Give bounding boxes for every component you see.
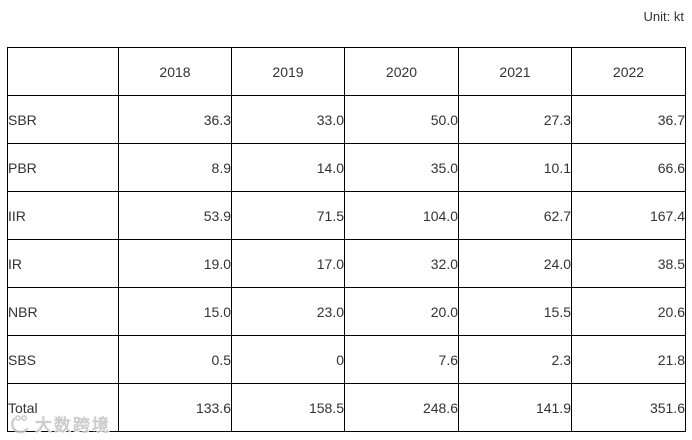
cell-value: 8.9 [118,143,232,192]
cell-value: 62.7 [458,191,572,240]
row-label: SBS [7,335,119,384]
cell-value: 20.0 [344,287,459,336]
cell-value: 21.8 [571,335,686,384]
cell-value: 14.0 [231,143,345,192]
unit-label: Unit: kt [643,9,684,24]
header-cell-2022: 2022 [571,47,686,96]
cell-value: 141.9 [458,383,572,432]
row-label: IIR [7,191,119,240]
cell-value: 35.0 [344,143,459,192]
cell-value: 248.6 [344,383,459,432]
header-row: 2018 2019 2020 2021 2022 [7,47,686,96]
header-cell-2021: 2021 [458,47,572,96]
table-row-iir: IIR 53.9 71.5 104.0 62.7 167.4 [7,191,686,240]
cell-value: 50.0 [344,95,459,144]
cell-value: 66.6 [571,143,686,192]
row-label: Total [7,383,119,432]
cell-value: 33.0 [231,95,345,144]
cell-value: 133.6 [118,383,232,432]
cell-value: 15.5 [458,287,572,336]
cell-value: 15.0 [118,287,232,336]
table-row-pbr: PBR 8.9 14.0 35.0 10.1 66.6 [7,143,686,192]
header-cell-2020: 2020 [344,47,459,96]
cell-value: 23.0 [231,287,345,336]
cell-value: 20.6 [571,287,686,336]
table-row-total: Total 133.6 158.5 248.6 141.9 351.6 [7,383,686,432]
cell-value: 158.5 [231,383,345,432]
cell-value: 36.3 [118,95,232,144]
cell-value: 53.9 [118,191,232,240]
cell-value: 36.7 [571,95,686,144]
cell-value: 104.0 [344,191,459,240]
cell-value: 24.0 [458,239,572,288]
row-label: PBR [7,143,119,192]
row-label: NBR [7,287,119,336]
cell-value: 27.3 [458,95,572,144]
header-cell-2019: 2019 [231,47,345,96]
cell-value: 19.0 [118,239,232,288]
cell-value: 17.0 [231,239,345,288]
table-row-sbr: SBR 36.3 33.0 50.0 27.3 36.7 [7,95,686,144]
table-row-nbr: NBR 15.0 23.0 20.0 15.5 20.6 [7,287,686,336]
header-cell-2018: 2018 [118,47,232,96]
row-label: IR [7,239,119,288]
table-row-ir: IR 19.0 17.0 32.0 24.0 38.5 [7,239,686,288]
table-row-sbs: SBS 0.5 0 7.6 2.3 21.8 [7,335,686,384]
cell-value: 38.5 [571,239,686,288]
cell-value: 7.6 [344,335,459,384]
rubber-data-table: 2018 2019 2020 2021 2022 SBR 36.3 33.0 5… [7,47,686,432]
cell-value: 32.0 [344,239,459,288]
cell-value: 10.1 [458,143,572,192]
cell-value: 71.5 [231,191,345,240]
cell-value: 2.3 [458,335,572,384]
header-cell-empty [7,47,119,96]
row-label: SBR [7,95,119,144]
cell-value: 351.6 [571,383,686,432]
cell-value: 167.4 [571,191,686,240]
cell-value: 0.5 [118,335,232,384]
cell-value: 0 [231,335,345,384]
